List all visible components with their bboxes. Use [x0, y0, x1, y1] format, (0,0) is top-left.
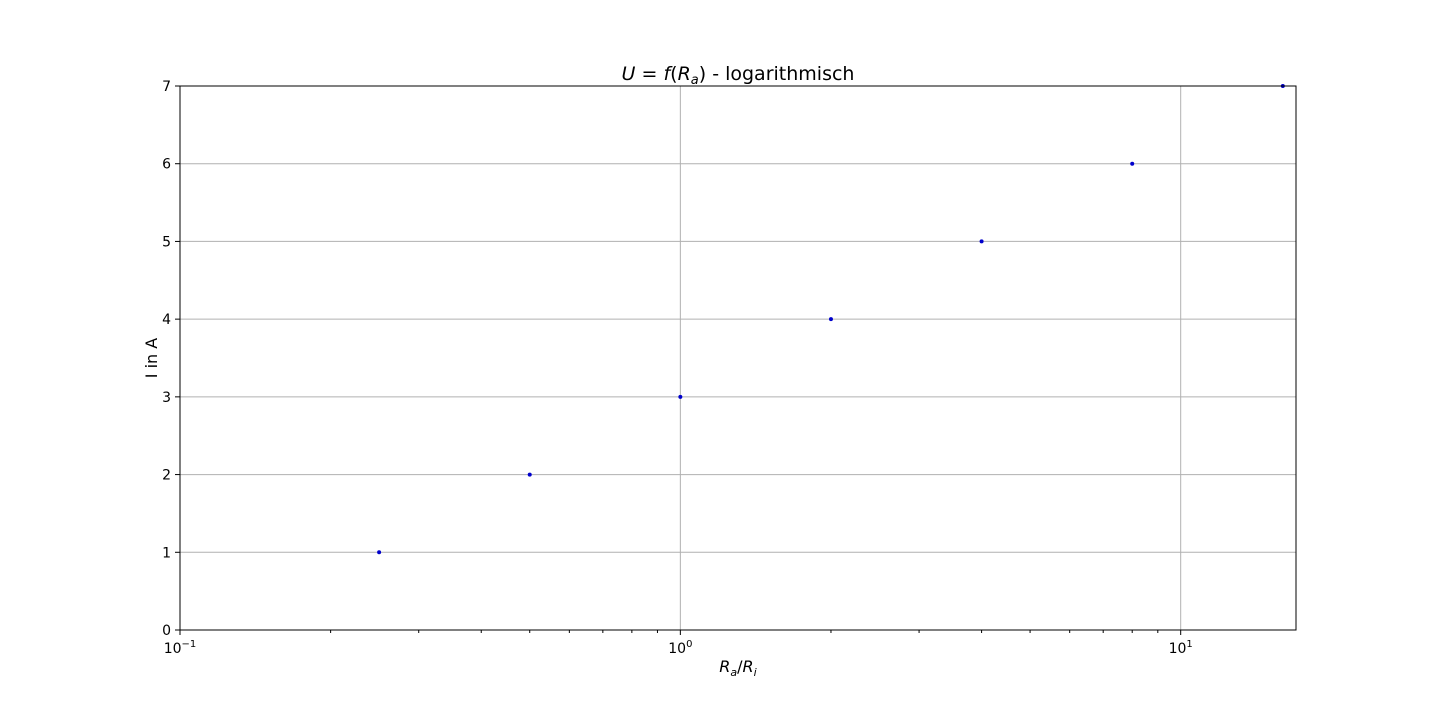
y-tick-label: 1: [162, 545, 171, 561]
y-tick-label: 6: [162, 157, 171, 173]
x-tick-label: 101: [1169, 639, 1193, 657]
chart-title: U = f(Ra) - logarithmisch: [622, 63, 855, 88]
data-point: [678, 394, 683, 399]
data-point: [377, 550, 382, 555]
x-axis-label: Ra/Ri: [719, 657, 756, 679]
y-tick-label: 0: [162, 623, 171, 639]
data-point: [979, 239, 984, 244]
data-point: [828, 317, 833, 322]
data-point: [1130, 161, 1135, 166]
grid: [180, 86, 1296, 630]
data-point: [527, 472, 532, 477]
plot-frame: [179, 85, 1297, 631]
y-tick-label: 5: [162, 234, 171, 250]
x-tick-label: 100: [668, 639, 692, 657]
tick-labels: 0 1 2 3 4 5 6 7 10−1 100 101: [162, 79, 1193, 657]
y-axis-label: I in A: [142, 338, 161, 378]
y-tick-label: 7: [162, 79, 171, 95]
axis-ticks: [175, 85, 1182, 635]
y-tick-label: 3: [162, 390, 171, 406]
y-tick-label: 2: [162, 468, 171, 484]
y-tick-label: 4: [162, 312, 171, 328]
x-tick-label: 10−1: [164, 639, 197, 657]
